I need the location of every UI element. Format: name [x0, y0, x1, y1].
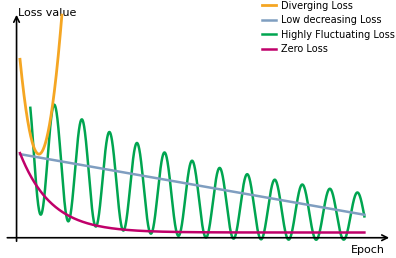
- Text: Epoch: Epoch: [351, 245, 385, 255]
- Legend: Diverging Loss, Low decreasing Loss, Highly Fluctuating Loss, Zero Loss: Diverging Loss, Low decreasing Loss, Hig…: [261, 1, 395, 54]
- Text: Loss value: Loss value: [18, 8, 77, 18]
